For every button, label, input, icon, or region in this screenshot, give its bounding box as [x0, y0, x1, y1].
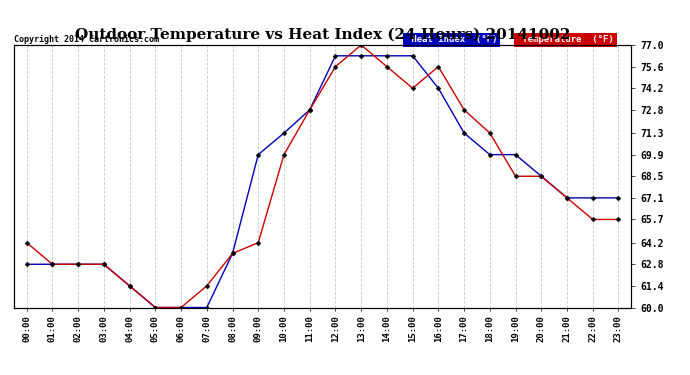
Text: Copyright 2014 Cartronics.com: Copyright 2014 Cartronics.com	[14, 36, 159, 45]
Text: Heat Index  (°F): Heat Index (°F)	[406, 36, 497, 45]
Text: Temperature  (°F): Temperature (°F)	[517, 36, 614, 45]
Title: Outdoor Temperature vs Heat Index (24 Hours) 20141002: Outdoor Temperature vs Heat Index (24 Ho…	[75, 28, 570, 42]
